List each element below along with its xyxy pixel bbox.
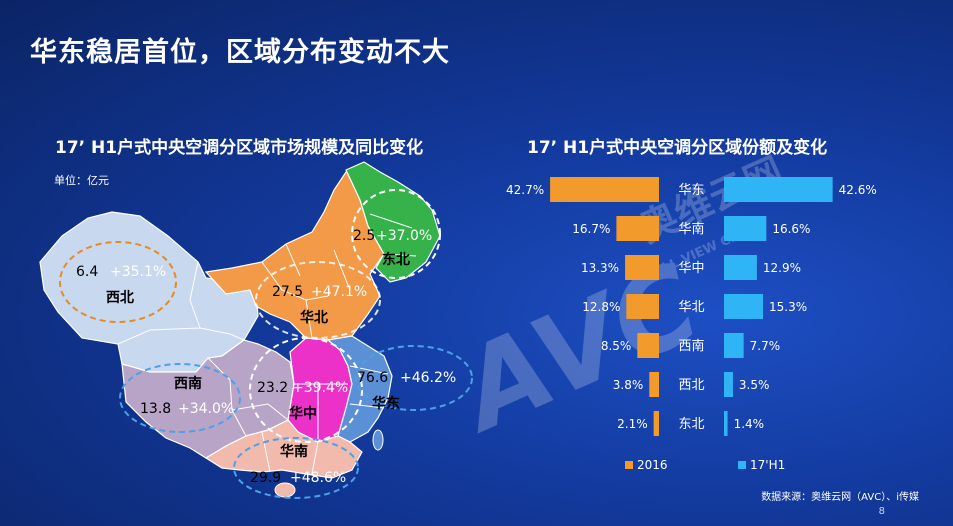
- xibei-growth: +35.1%: [110, 264, 166, 280]
- bar-17h1-0: [724, 177, 833, 202]
- legend-label-2016: 2016: [637, 458, 668, 472]
- bar-label-17h1-0: 42.6%: [839, 183, 877, 197]
- bar-label-17h1-4: 7.7%: [750, 339, 781, 353]
- bar-layer: 42.7% 42.6% 华东 16.7% 16.6% 华南 13.3% 12.9% 华中 12.8…: [506, 177, 877, 436]
- map-region-huabei: [204, 171, 385, 341]
- map-borders-huanan: [261, 431, 319, 475]
- dongbei-growth: +37.0%: [376, 228, 432, 244]
- map-borders-dongbei: [369, 213, 417, 257]
- huabei-name: 华北: [300, 309, 328, 326]
- category-label-0: 华东: [678, 183, 704, 198]
- legend-swatch-17h1: [738, 461, 746, 469]
- bar-17h1-2: [724, 255, 757, 280]
- category-label-5: 西北: [678, 378, 704, 393]
- huadong-name: 华东: [372, 395, 400, 412]
- xinan-name: 西南: [174, 375, 202, 392]
- bar-17h1-6: [724, 411, 728, 436]
- legend-swatch-2016: [625, 461, 633, 469]
- huanan-value: 29.9: [250, 470, 281, 486]
- xibei-name: 西北: [106, 290, 134, 306]
- bar-label-2016-2: 13.3%: [581, 261, 619, 275]
- legend: 2016 17'H1: [625, 458, 785, 472]
- map-shapes: [39, 161, 441, 498]
- bar-label-17h1-1: 16.6%: [772, 222, 810, 236]
- map-borders-huazhong: [294, 383, 348, 442]
- category-label-2: 华中: [678, 261, 704, 276]
- dongbei-value: 2.5: [353, 228, 375, 244]
- category-label-6: 东北: [678, 417, 704, 432]
- ellipse-huadong: [355, 345, 473, 411]
- map-borders-huabei: [261, 243, 351, 339]
- bar-2016-2: [625, 255, 659, 280]
- huanan-growth: +48.6%: [290, 470, 346, 486]
- bar-2016-1: [616, 216, 659, 241]
- bar-label-17h1-6: 1.4%: [734, 417, 765, 431]
- xibei-value: 6.4: [76, 264, 98, 280]
- ellipse-dongbei: [351, 189, 441, 279]
- bar-2016-6: [653, 411, 659, 436]
- bar-label-2016-3: 12.8%: [582, 300, 620, 314]
- bar-17h1-3: [724, 294, 764, 319]
- unit-label: 单位：亿元: [54, 174, 109, 187]
- bar-2016-5: [649, 372, 659, 397]
- bar-2016-0: [550, 177, 659, 202]
- ellipse-huazhong: [249, 337, 363, 443]
- ellipse-xinan: [119, 363, 241, 433]
- bar-label-17h1-3: 15.3%: [769, 300, 807, 314]
- category-label-1: 华南: [678, 221, 704, 237]
- source-note: 数据来源：奥维云网（AVC）、i传媒: [761, 492, 919, 503]
- bar-label-2016-6: 2.1%: [617, 417, 648, 431]
- huazhong-value: 23.2: [257, 380, 288, 396]
- map-chart-title: 17’ H1户式中央空调分区域市场规模及同比变化: [55, 138, 424, 158]
- map-region-huanan: [204, 419, 363, 479]
- ellipse-huanan: [233, 437, 359, 499]
- bar-label-2016-1: 16.7%: [572, 222, 610, 236]
- bar-chart-title: 17’ H1户式中央空调分区域份额及变化: [527, 138, 828, 158]
- page-number: 8: [878, 506, 885, 517]
- map-island-taiwan: [372, 429, 384, 451]
- bar-label-17h1-5: 3.5%: [739, 378, 770, 392]
- bar-2016-4: [637, 333, 659, 358]
- bar-2016-3: [626, 294, 659, 319]
- huabei-growth: +47.1%: [311, 284, 367, 300]
- legend-label-17h1: 17'H1: [750, 458, 785, 472]
- bar-label-2016-0: 42.7%: [506, 183, 544, 197]
- xinan-growth: +34.0%: [178, 401, 234, 417]
- huanan-name: 华南: [280, 443, 308, 460]
- huazhong-growth: +39.4%: [292, 380, 348, 396]
- ellipse-huabei: [255, 261, 381, 339]
- page-title: 华东稳居首位，区域分布变动不大: [30, 37, 450, 68]
- map-borders-xibei: [117, 261, 245, 345]
- map-labels: 6.4 +35.1% 西北 2.5 +37.0% 东北 27.5 +47.1% …: [76, 228, 456, 486]
- xinan-value: 13.8: [140, 401, 171, 417]
- bar-label-2016-5: 3.8%: [613, 378, 644, 392]
- category-label-3: 华北: [678, 300, 704, 315]
- bar-17h1-5: [724, 372, 733, 397]
- huadong-growth: +46.2%: [400, 370, 456, 386]
- bar-17h1-1: [724, 216, 767, 241]
- huazhong-name: 华中: [289, 405, 317, 422]
- huabei-value: 27.5: [272, 284, 303, 300]
- map-borders-xinan: [207, 357, 289, 437]
- bar-label-17h1-2: 12.9%: [763, 261, 801, 275]
- ellipse-xibei: [59, 241, 177, 323]
- bar-label-2016-4: 8.5%: [601, 339, 632, 353]
- bar-17h1-4: [724, 333, 744, 358]
- dongbei-name: 东北: [382, 251, 410, 268]
- map-region-xibei: [39, 211, 259, 373]
- huadong-value: 76.6: [357, 370, 388, 386]
- category-label-4: 西南: [678, 338, 704, 354]
- region-highlight-ellipses: [59, 189, 473, 499]
